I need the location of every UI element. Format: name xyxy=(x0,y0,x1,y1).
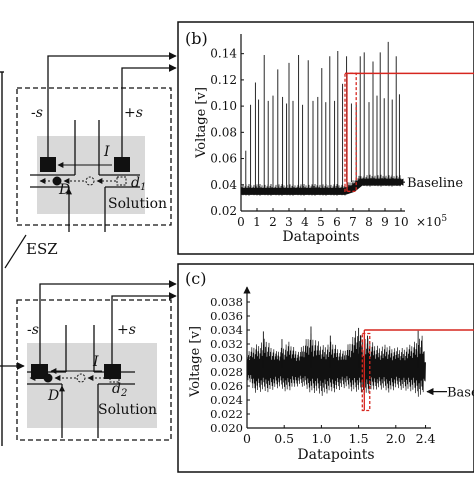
chart-b-x-label: Datapoints xyxy=(282,229,359,245)
panel-c: (c) 0.0200.0220.0240.0260.0280.0300.0320… xyxy=(177,263,474,473)
sensor-top-dashed-box xyxy=(16,87,172,226)
chart-b: 0.02 0.04 0.06 0.08 0.10 0.12 0.14 0 1 2 3 4 5 6 7 8 9 10… xyxy=(194,34,474,245)
sensor-top-wires xyxy=(47,52,177,157)
sensor-top-distance-label: d1 xyxy=(131,175,146,193)
chart-c-x-tick-label: 1.5 xyxy=(349,431,369,446)
chart-c-y-tick-label: 0.022 xyxy=(210,407,243,421)
chart-c-y-tick-label: 0.034 xyxy=(210,323,243,337)
esz-pointer-line xyxy=(4,234,27,269)
chart-c: 0.0200.0220.0240.0260.0280.0300.0320.034… xyxy=(188,286,474,463)
panel-c-label: (c) xyxy=(185,269,206,288)
chart-b-baseline-label: Baseline xyxy=(407,176,463,191)
chart-b-x-tick-label: 7 xyxy=(349,215,357,229)
particle-filled xyxy=(43,373,53,383)
sensor-bottom-current-label: I xyxy=(92,354,99,370)
chart-c-x-tick-label: 2.4 xyxy=(416,431,436,446)
chart-b-x-tick-label: 5 xyxy=(317,215,325,229)
chart-b-x-tick-label: 1 xyxy=(253,215,261,229)
sensor-bottom-dashed-box xyxy=(16,299,172,441)
panel-b-frame xyxy=(177,21,474,255)
sensor-top: -s +s I D d1 Solution xyxy=(16,52,177,232)
sensor-bottom-d-label: D xyxy=(47,388,59,404)
esz-annotation: ESZ xyxy=(4,234,58,269)
chart-c-y-tick-label: 0.026 xyxy=(210,379,243,393)
sensor-bottom-wires xyxy=(39,280,177,364)
chart-c-x-tick-label: 1.0 xyxy=(311,431,331,446)
chart-b-x-tick-label: 6 xyxy=(333,215,341,229)
sensor-bottom-distance-label: d2 xyxy=(112,381,127,399)
sensor-bottom-particles xyxy=(29,373,120,383)
chart-c-y-label: Voltage [v] xyxy=(188,326,203,398)
particle-square xyxy=(116,176,127,186)
sensor-bottom-electrode-right xyxy=(104,364,121,379)
chart-b-x-tick-label: 4 xyxy=(301,215,309,229)
chart-c-y-tick-label: 0.030 xyxy=(210,351,243,365)
chart-b-x-tick-label: 0 xyxy=(237,215,245,229)
chart-b-x-tick-label: 2 xyxy=(269,215,277,229)
particle-filled xyxy=(52,176,62,186)
chart-b-x-tick-label: 10 xyxy=(393,215,408,229)
chart-b-y-tick-label: 0.02 xyxy=(210,204,237,218)
chart-c-x-tick-label: 2.0 xyxy=(386,431,406,446)
chart-b-x-tick-label: 9 xyxy=(381,215,389,229)
chart-c-x-label: Datapoints xyxy=(297,447,374,463)
esz-label: ESZ xyxy=(26,240,58,258)
outer-frame xyxy=(0,71,4,446)
chart-c-y-tick-label: 0.028 xyxy=(210,365,243,379)
sensor-bottom-minus-label: -s xyxy=(27,322,39,338)
chart-c-x-tick-label: 0.5 xyxy=(274,431,294,446)
sensor-top-electrode-right xyxy=(114,157,130,172)
sensor-top-electrode-left xyxy=(40,157,56,172)
chart-b-y-tick-label: 0.10 xyxy=(210,99,237,113)
chart-c-y-tick-label: 0.038 xyxy=(210,295,243,309)
chart-b-x-tick-label: 3 xyxy=(285,215,293,229)
sensor-top-solution-label: Solution xyxy=(108,196,167,212)
particle-dashed xyxy=(85,176,95,186)
chart-b-y-tick-label: 0.04 xyxy=(210,178,237,192)
particle-dashed xyxy=(76,373,86,383)
chart-c-baseline-label: Baseline xyxy=(447,386,474,401)
sensor-bottom: -s +s I D d2 Solution xyxy=(16,280,177,441)
sensor-bottom-solution-label: Solution xyxy=(98,402,157,418)
chart-b-x-multiplier: ×105 xyxy=(416,214,447,229)
sensor-top-particles xyxy=(39,176,127,186)
chart-c-y-tick-label: 0.024 xyxy=(210,393,243,407)
chart-c-y-tick-label: 0.032 xyxy=(210,337,243,351)
chart-c-y-tick-label: 0.036 xyxy=(210,309,243,323)
chart-c-y-tick-label: 0.020 xyxy=(210,421,243,435)
sensor-bottom-gray-region xyxy=(27,343,157,428)
sensor-bottom-plus-label: +s xyxy=(117,322,136,338)
sensor-top-current-label: I xyxy=(103,144,110,160)
chart-b-y-tick-label: 0.08 xyxy=(210,125,237,139)
chart-b-y-tick-label: 0.12 xyxy=(210,73,237,87)
chart-b-x-tick-label: 8 xyxy=(365,215,373,229)
panel-b: (b) 0.02 0.04 0.06 0.08 0.10 0.12 0.14 0 1 2 3 4 5 6 7… xyxy=(177,21,474,255)
chart-b-y-tick-label: 0.06 xyxy=(210,152,237,166)
chart-b-y-label: Voltage [v] xyxy=(194,87,209,159)
particle-square xyxy=(109,373,120,383)
sensor-top-channel xyxy=(30,120,140,232)
sensor-top-d-label: D xyxy=(58,182,70,198)
chart-c-x-tick-label: 0 xyxy=(243,431,251,446)
chart-c-highlight-box xyxy=(361,332,371,412)
panel-c-frame xyxy=(177,263,474,473)
chart-c-noise-trace xyxy=(246,330,426,397)
sensor-top-plus-label: +s xyxy=(124,105,143,121)
panel-b-label: (b) xyxy=(185,29,208,48)
sensor-top-minus-label: -s xyxy=(31,105,43,121)
chart-b-y-tick-label: 0.14 xyxy=(210,47,237,61)
